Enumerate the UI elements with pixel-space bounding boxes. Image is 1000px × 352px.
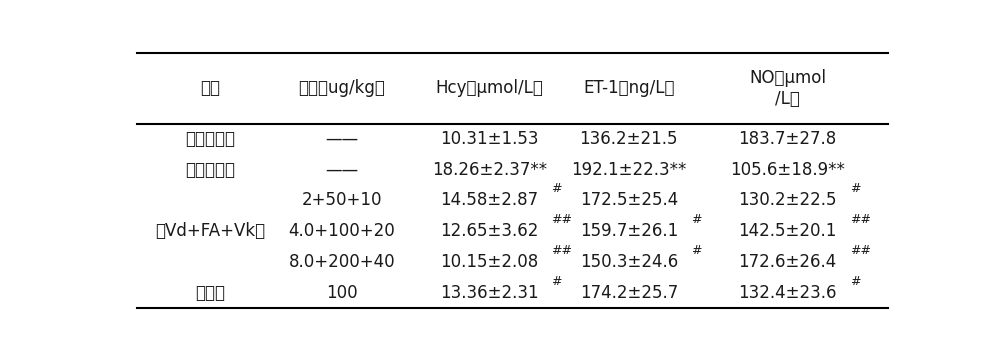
Text: ——: —— [325,130,359,148]
Text: 13.36±2.31: 13.36±2.31 [440,283,539,302]
Text: 100: 100 [326,283,358,302]
Text: 叶酸组: 叶酸组 [195,283,225,302]
Text: 剂量（ug/kg）: 剂量（ug/kg） [299,79,385,97]
Text: #: # [551,182,562,195]
Text: 12.65±3.62: 12.65±3.62 [440,222,538,240]
Text: 组别: 组别 [200,79,220,97]
Text: #: # [691,213,701,226]
Text: ##: ## [551,244,572,257]
Text: 192.1±22.3**: 192.1±22.3** [571,161,686,178]
Text: 模型对照组: 模型对照组 [185,161,235,178]
Text: #: # [551,275,562,288]
Text: 130.2±22.5: 130.2±22.5 [738,191,837,209]
Text: 2+50+10: 2+50+10 [302,191,382,209]
Text: ##: ## [850,244,871,257]
Text: 105.6±18.9**: 105.6±18.9** [730,161,845,178]
Text: 10.15±2.08: 10.15±2.08 [440,253,538,271]
Text: 4.0+100+20: 4.0+100+20 [289,222,395,240]
Text: 132.4±23.6: 132.4±23.6 [738,283,837,302]
Text: #: # [691,244,701,257]
Text: 10.31±1.53: 10.31±1.53 [440,130,538,148]
Text: ##: ## [850,213,871,226]
Text: 14.58±2.87: 14.58±2.87 [440,191,538,209]
Text: 正常对照组: 正常对照组 [185,130,235,148]
Text: 172.6±26.4: 172.6±26.4 [738,253,837,271]
Text: Hcy（μmol/L）: Hcy（μmol/L） [435,79,543,97]
Text: （Vd+FA+Vk）: （Vd+FA+Vk） [155,222,265,240]
Text: 159.7±26.1: 159.7±26.1 [580,222,678,240]
Text: #: # [850,275,860,288]
Text: 142.5±20.1: 142.5±20.1 [738,222,837,240]
Text: NO（μmol
/L）: NO（μmol /L） [749,69,826,108]
Text: ——: —— [325,161,359,178]
Text: 18.26±2.37**: 18.26±2.37** [432,161,547,178]
Text: 150.3±24.6: 150.3±24.6 [580,253,678,271]
Text: 172.5±25.4: 172.5±25.4 [580,191,678,209]
Text: ET-1（ng/L）: ET-1（ng/L） [583,79,674,97]
Text: 183.7±27.8: 183.7±27.8 [738,130,837,148]
Text: #: # [850,182,860,195]
Text: ##: ## [551,213,572,226]
Text: 174.2±25.7: 174.2±25.7 [580,283,678,302]
Text: 8.0+200+40: 8.0+200+40 [289,253,395,271]
Text: 136.2±21.5: 136.2±21.5 [580,130,678,148]
